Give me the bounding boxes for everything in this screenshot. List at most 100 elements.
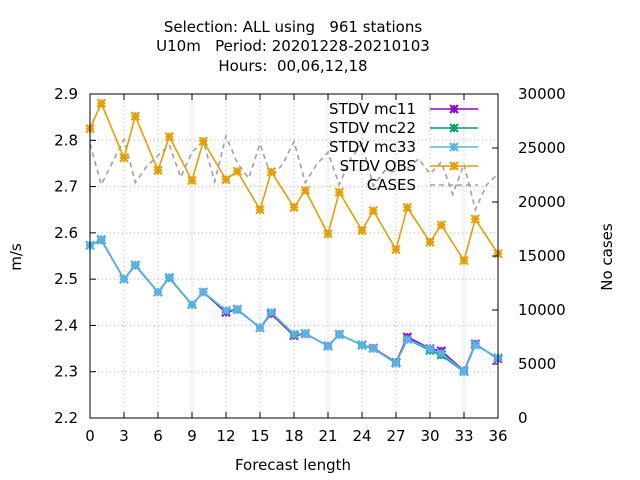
stdv-obs-series (85, 98, 503, 266)
stdv-mc33-point (164, 272, 175, 282)
stdv-obs-point (459, 255, 469, 266)
stdv-mc33-point (187, 299, 197, 310)
stdv-mc33-point (391, 358, 401, 369)
stdv-mc33-point (334, 329, 345, 340)
y2-axis-label: No cases (598, 223, 616, 291)
x-tick-label: 3 (119, 427, 129, 445)
y-tick-label: 2.3 (54, 363, 78, 381)
legend-label: STDV OBS (340, 157, 416, 175)
x-axis: 0 3 6 9 12 15 18 21 24 27 30 33 36 (85, 94, 508, 445)
y2-tick-label: 20000 (518, 193, 566, 211)
stdv-mc33-point (425, 344, 435, 354)
stdv-obs-point (300, 185, 311, 195)
stdv-obs-point (232, 166, 243, 177)
legend-item-stdv-mc33: STDV mc33 (329, 138, 478, 156)
stdv-obs-point (221, 174, 231, 185)
x-tick-label: 9 (187, 427, 197, 445)
stdv-obs-point (436, 220, 447, 230)
stdv-mc33-point (323, 341, 333, 351)
title-line-3: Hours: 00,06,12,18 (218, 57, 367, 75)
stdv-mc33-point (368, 343, 379, 354)
stdv-obs-point (130, 111, 141, 121)
y-tick-label: 2.5 (54, 270, 78, 288)
stdv-obs-point (198, 136, 209, 146)
y-tick-label: 2.2 (54, 409, 78, 427)
legend-label: STDV mc33 (329, 138, 416, 156)
x-tick-label: 36 (488, 427, 507, 445)
legend-label: CASES (367, 176, 416, 194)
x-axis-label: Forecast length (235, 456, 351, 474)
legend-stdv-obs-point (449, 161, 459, 171)
stdv-obs-point (153, 165, 163, 176)
stdv-obs-point (96, 98, 107, 108)
y-tick-label: 2.9 (54, 85, 78, 103)
y-tick-label: 2.7 (54, 178, 78, 196)
stdv-mc33-point (402, 334, 413, 345)
stdv-obs-point (334, 187, 345, 197)
legend-stdv-mc22-point (449, 123, 459, 133)
stdv-mc33-point (266, 307, 277, 318)
stdv-mc33-series (85, 234, 503, 376)
x-tick-label: 30 (420, 427, 439, 445)
x-tick-label: 24 (352, 427, 371, 445)
stdv-mc33-point (130, 260, 141, 270)
stdv-obs-point (187, 175, 197, 186)
x-tick-label: 21 (318, 427, 337, 445)
stdv-obs-point (425, 237, 435, 247)
stdv-mc33-point (470, 340, 481, 350)
stdv-mc33-point (436, 348, 447, 358)
y-tick-label: 2.4 (54, 316, 78, 334)
stdv-obs-point (368, 205, 379, 216)
x-tick-label: 15 (250, 427, 269, 445)
stdv-mc33-point (153, 287, 163, 297)
stdv-obs-point (289, 202, 299, 213)
y-tick-label: 2.6 (54, 224, 78, 242)
stdv-mc33-point (198, 287, 209, 297)
x-tick-label: 6 (153, 427, 163, 445)
cases-line (89, 133, 499, 213)
title-line-1: Selection: ALL using 961 stations (164, 18, 423, 36)
legend-item-cases: CASES (367, 176, 478, 194)
stdv-obs-point (119, 153, 129, 163)
stdv-mc33-point (232, 304, 243, 314)
legend-stdv-mc11-point (449, 104, 459, 114)
stdv-mc33-point (221, 305, 231, 316)
x-tick-label: 12 (216, 427, 235, 445)
x-tick-label: 33 (454, 427, 473, 445)
stdv-mc33-point (289, 329, 299, 339)
legend-item-stdv-mc22: STDV mc22 (329, 119, 478, 137)
legend-label: STDV mc11 (329, 100, 416, 118)
y2-tick-label: 15000 (518, 247, 566, 265)
y-axis: 2.2 2.3 2.4 2.5 2.6 2.7 2.8 2.9 (54, 85, 96, 427)
legend-item-stdv-mc11: STDV mc11 (329, 100, 478, 118)
y-axis-label: m/s (7, 243, 25, 271)
title-line-2: U10m Period: 20201228-20210103 (156, 37, 430, 55)
stdv-mc33-point (459, 366, 469, 376)
stdv-obs-point (357, 225, 367, 236)
stdv-obs-point (402, 202, 413, 213)
stdv-mc33-point (96, 234, 107, 245)
y2-tick-label: 25000 (518, 139, 566, 157)
legend-item-stdv-obs: STDV OBS (340, 157, 478, 175)
stdv-obs-point (255, 205, 265, 215)
stdv-mc33-point (357, 340, 367, 350)
x-tick-label: 0 (85, 427, 95, 445)
stdv-obs-point (323, 229, 333, 239)
y2-tick-label: 10000 (518, 301, 566, 319)
cases-series (89, 133, 499, 213)
y-tick-label: 2.8 (54, 131, 78, 149)
stdv-obs-point (266, 167, 277, 177)
y2-tick-label: 30000 (518, 85, 566, 103)
x-tick-label: 18 (284, 427, 303, 445)
chart-title: Selection: ALL using 961 stations U10m P… (156, 18, 430, 75)
x-tick-label: 27 (386, 427, 405, 445)
stdv-obs-point (470, 214, 481, 224)
y2-tick-label: 0 (518, 409, 528, 427)
stdv-obs-point (391, 244, 401, 255)
stdv-obs-point (164, 131, 175, 142)
y2-tick-label: 5000 (518, 355, 556, 373)
series-layer (85, 98, 503, 377)
legend-label: STDV mc22 (329, 119, 416, 137)
